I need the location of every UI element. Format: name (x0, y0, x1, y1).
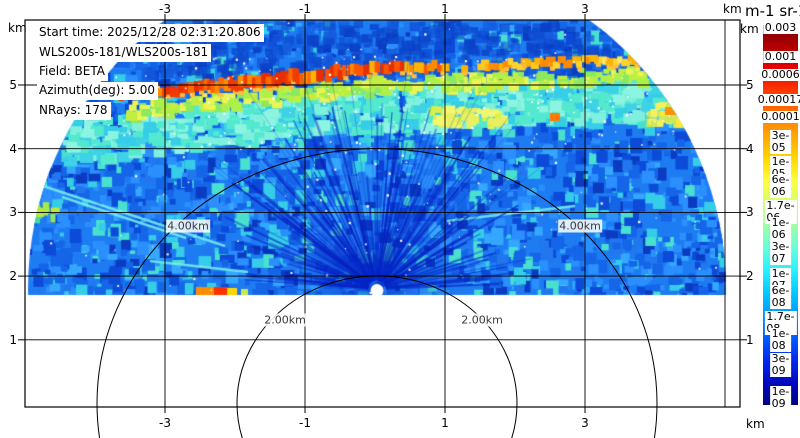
axis-unit-label-top-right: km (723, 2, 742, 16)
y-axis-tick-label-left: 4 (9, 141, 17, 156)
y-axis-tick-label-right: 4 (746, 141, 754, 156)
info-line-nrays: NRays: 178 (37, 102, 111, 120)
axis-unit-label-top-left: km (8, 21, 27, 35)
y-axis-tick-label-right: 3 (746, 205, 754, 220)
x-axis-tick-label-top: -1 (299, 2, 311, 16)
y-axis-tick-label-left: 5 (9, 78, 17, 92)
x-axis-tick-label-bottom: -1 (299, 416, 311, 430)
x-axis-tick-label-top: 3 (581, 2, 589, 16)
colorbar-tick-label: 6e-06 (769, 173, 792, 199)
y-axis-tick-label-left: 2 (9, 269, 17, 284)
x-axis-tick-label-top: -3 (159, 2, 171, 16)
colorbar-tick-label: 1e-09 (769, 385, 792, 411)
info-line-field: Field: BETA (37, 63, 108, 81)
colorbar-tick-label: 0.00017 (755, 93, 800, 106)
colorbar-tick-label: 0.001 (762, 49, 799, 63)
colorbar-tick-label: 1e-08 (769, 327, 792, 353)
colorbar-tick-label: 0.003 (762, 21, 799, 35)
plot-border (24, 19, 741, 408)
range-ring (96, 148, 658, 438)
axis-unit-label-bottom: km (746, 417, 765, 431)
range-ring (236, 275, 518, 438)
colorbar-tick-label: 1e-06 (769, 216, 792, 242)
colorbar-tick-label: 6e-08 (769, 284, 792, 310)
info-line-system: WLS200s-181/WLS200s-181 (37, 44, 212, 62)
colorbar-tick-label: 1e-05 (769, 155, 792, 180)
colorbar-tick-label: 3e-09 (769, 352, 792, 378)
colorbar-tick-label: 3e-07 (769, 240, 792, 265)
colorbar-unit-label: m-1 sr-1 (745, 2, 800, 20)
x-axis-tick-label-bottom: 1 (441, 416, 449, 430)
info-line-azimuth: Azimuth(deg): 5.00 (37, 82, 159, 100)
range-ring-label: 2.00km (263, 313, 307, 327)
y-axis-tick-label-right: 5 (746, 78, 754, 92)
range-ring-label: 4.00km (166, 219, 210, 233)
y-axis-tick-label-right: 1 (746, 332, 754, 347)
range-ring-label: 2.00km (460, 313, 504, 327)
x-axis-tick-label-bottom: -3 (159, 416, 171, 430)
y-axis-tick-label-left: 3 (9, 205, 17, 220)
colorbar: 0.0030.0010.00060.000170.00013e-051e-056… (755, 21, 800, 411)
range-ring-label: 4.00km (558, 219, 602, 233)
y-axis-tick-label-right: 2 (746, 269, 754, 284)
colorbar-tick-label: 0.0006 (759, 68, 800, 82)
x-axis-tick-label-bottom: 3 (581, 416, 589, 430)
x-axis-tick-label-top: 1 (441, 2, 449, 16)
colorbar-tick-label: 3e-05 (769, 129, 792, 155)
y-axis-tick-label-left: 1 (9, 332, 17, 347)
colorbar-tick-label: 0.0001 (759, 109, 800, 123)
axis-unit-label-right: km (740, 22, 759, 36)
info-line-start-time: Start time: 2025/12/28 02:31:20.806 (37, 24, 264, 42)
